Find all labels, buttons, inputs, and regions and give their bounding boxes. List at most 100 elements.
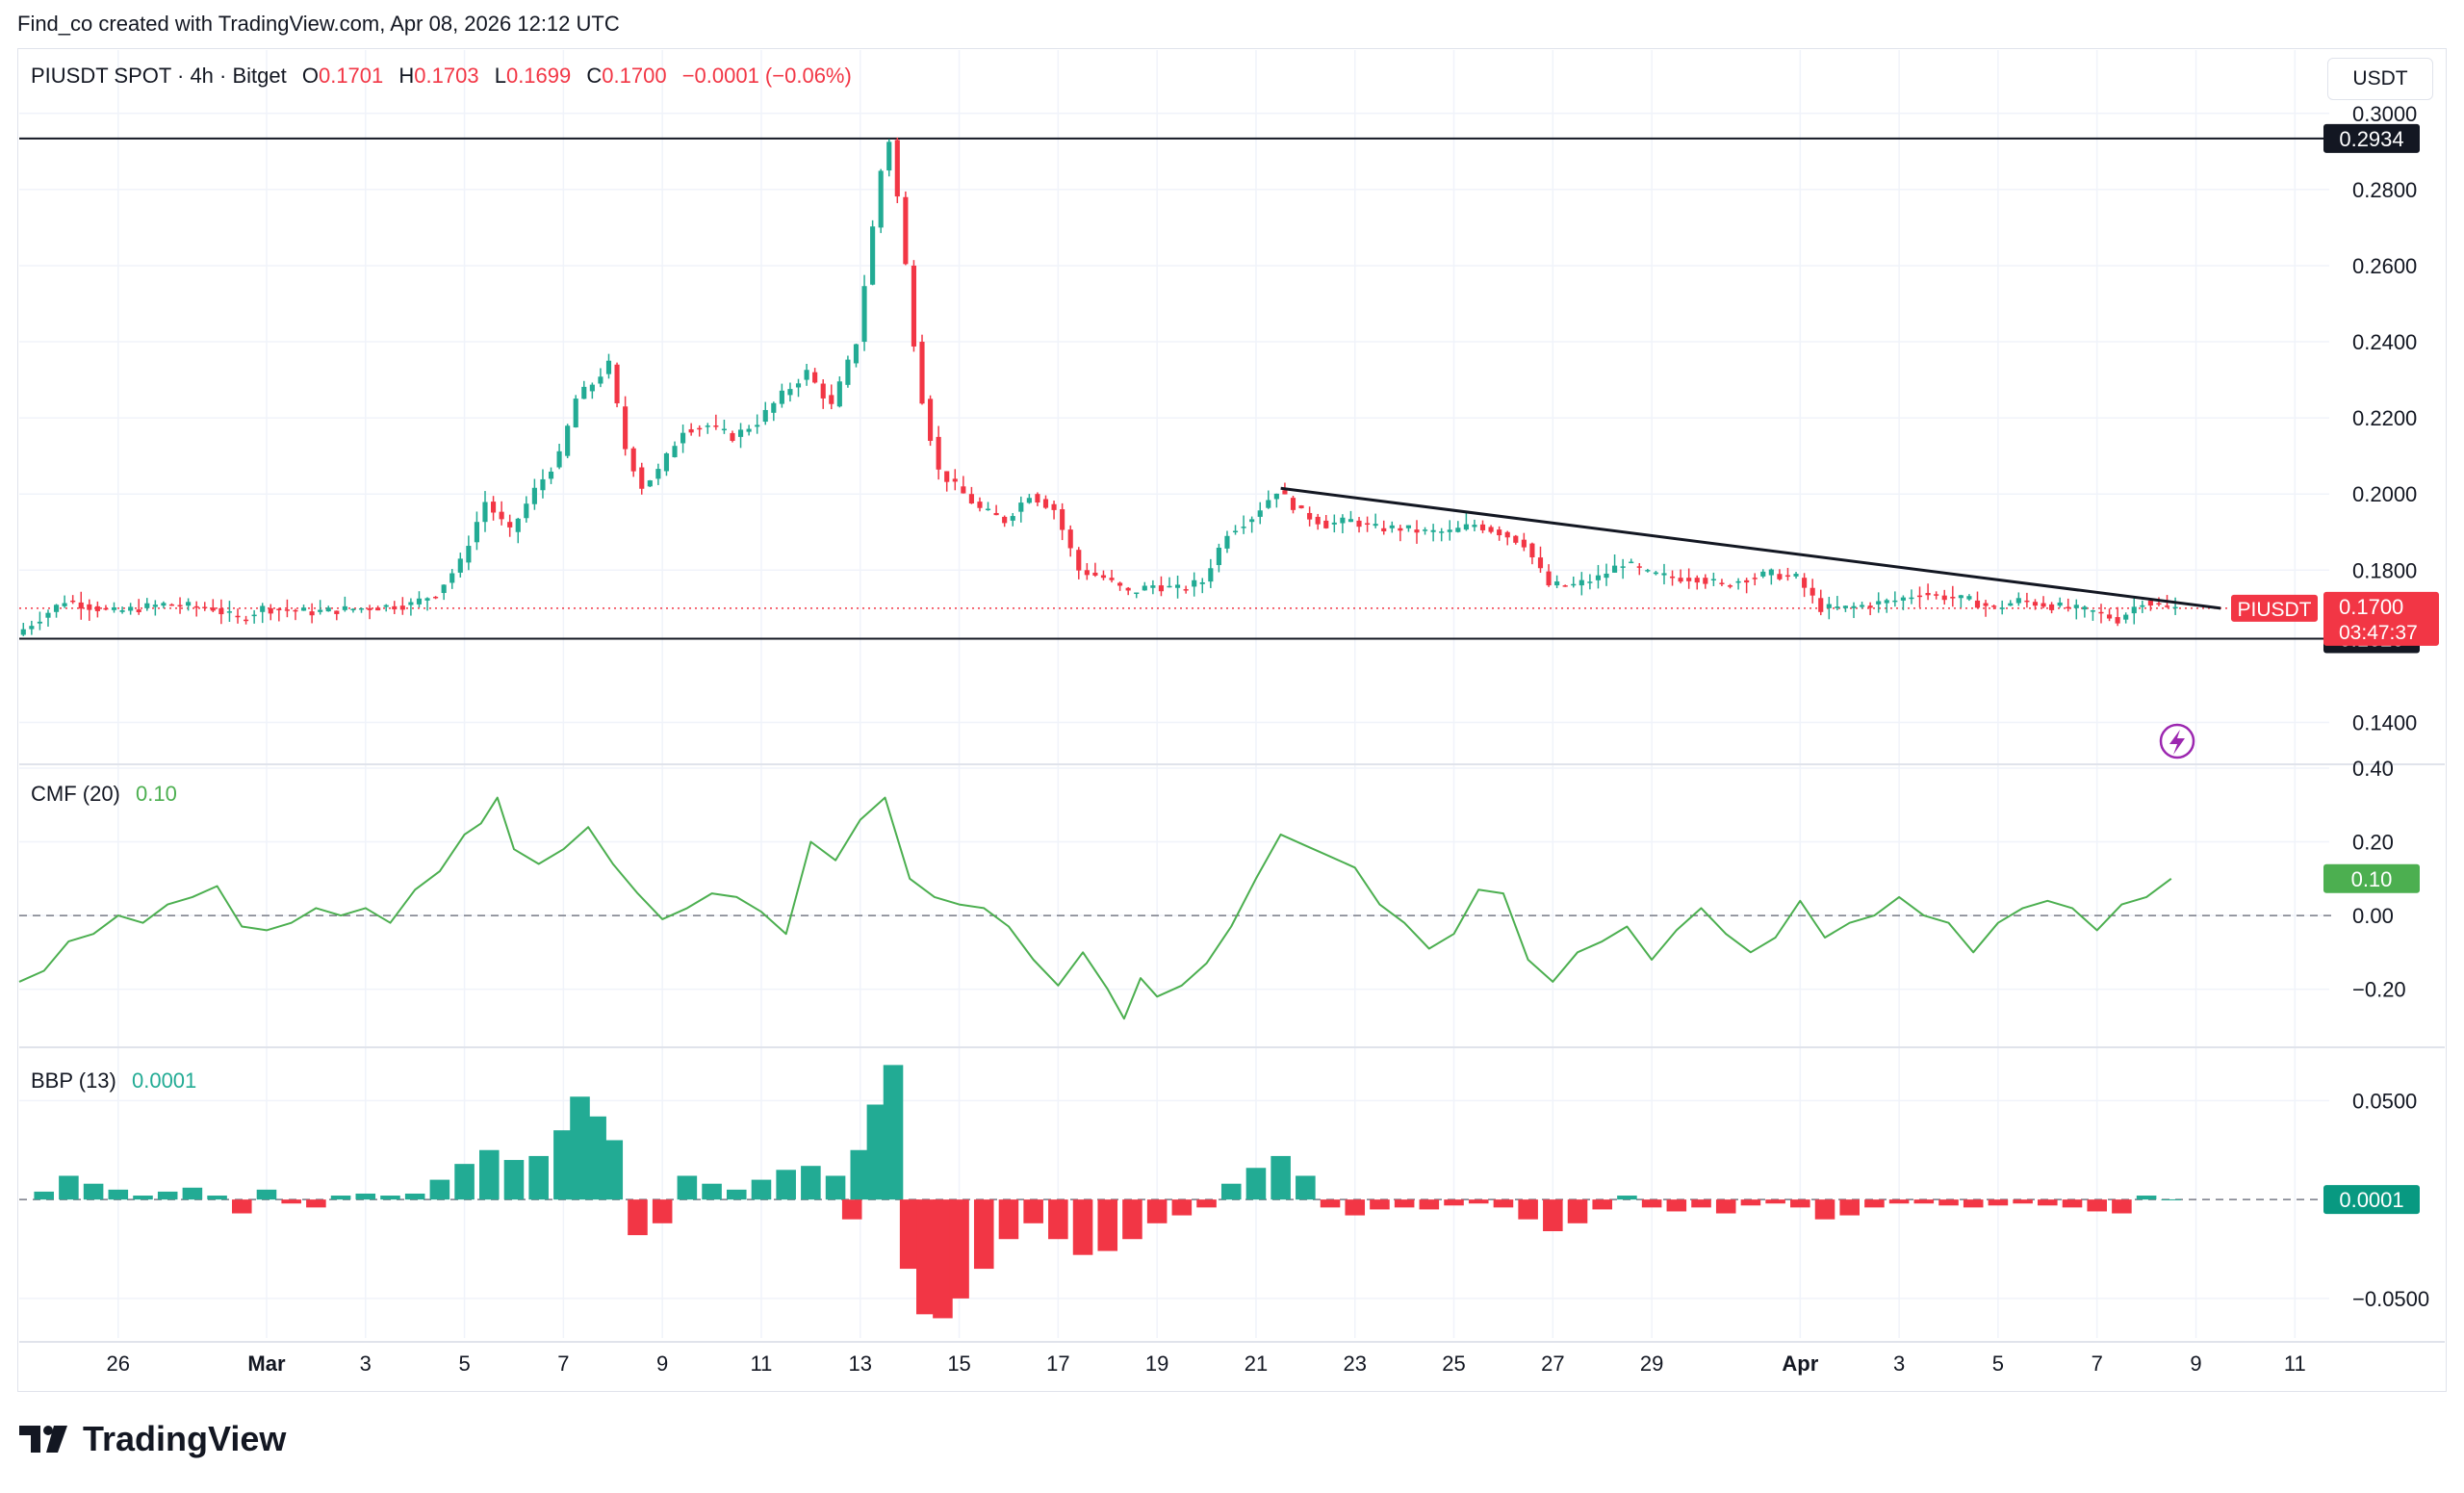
- candle-body: [1167, 585, 1172, 588]
- candle-body: [1842, 605, 1849, 608]
- bbp-label[interactable]: BBP (13): [31, 1068, 116, 1093]
- candle-body: [1497, 529, 1502, 536]
- candle-body: [787, 389, 793, 396]
- candle-body: [1604, 573, 1609, 579]
- bbp-value-tag-label: 0.0001: [2339, 1188, 2403, 1212]
- candle-body: [1076, 550, 1082, 571]
- bbp-bar: [1814, 1199, 1835, 1220]
- y-tick-label: 0.00: [2352, 904, 2394, 928]
- candle-body: [598, 376, 603, 384]
- candle-body: [1472, 525, 1477, 528]
- candle-body: [2049, 604, 2055, 610]
- y-tick-label: 0.3000: [2352, 102, 2417, 126]
- candle-body: [944, 471, 950, 482]
- candle-body: [1035, 494, 1040, 502]
- candle-body: [37, 621, 42, 624]
- x-tick-label: 3: [360, 1351, 372, 1376]
- bbp-bar: [1270, 1155, 1291, 1200]
- candle-body: [1117, 582, 1123, 586]
- tradingview-logo-icon: [19, 1426, 67, 1453]
- x-tick-label: 7: [557, 1351, 569, 1376]
- symbol-tag-label: PIUSDT: [2237, 599, 2311, 621]
- candle-body: [383, 605, 389, 607]
- y-tick-label: 0.0500: [2352, 1089, 2417, 1113]
- bbp-bar: [2038, 1199, 2058, 1206]
- candle-body: [1999, 607, 2005, 609]
- candle-body: [293, 609, 298, 612]
- lightning-icon[interactable]: [2159, 723, 2195, 759]
- candle-body: [218, 607, 224, 615]
- change-value: −0.0001 (−0.06%): [681, 64, 852, 88]
- candle-body: [1365, 523, 1371, 526]
- candle-body: [870, 226, 876, 285]
- candle-body: [952, 478, 958, 482]
- candle-body: [1760, 571, 1766, 577]
- countdown-label: 03:47:37: [2339, 622, 2418, 644]
- candle-body: [1340, 517, 1346, 524]
- candle-body: [1323, 520, 1329, 528]
- trendline: [1280, 486, 2221, 610]
- candle-body: [886, 142, 892, 171]
- candle-body: [1331, 522, 1337, 525]
- candle-body: [1455, 528, 1461, 532]
- symbol-label[interactable]: PIUSDT SPOT · 4h · Bitget: [31, 64, 287, 88]
- candle-body: [581, 386, 587, 399]
- candle-body: [1835, 606, 1840, 608]
- candle-body: [1768, 569, 1774, 576]
- candlestick-series: [20, 137, 2178, 636]
- cmf-label[interactable]: CMF (20): [31, 782, 120, 806]
- candle-body: [1488, 527, 1494, 532]
- candle-body: [1414, 529, 1420, 533]
- candle-body: [375, 607, 381, 611]
- candle-body: [1719, 582, 1725, 584]
- candle-body: [144, 603, 150, 608]
- candle-body: [1290, 498, 1296, 510]
- bbp-bar: [281, 1199, 301, 1204]
- candle-body: [1249, 519, 1255, 523]
- candle-body: [1744, 579, 1750, 583]
- high-value: 0.1703: [414, 64, 479, 88]
- y-tick-label: 0.2800: [2352, 178, 2417, 202]
- y-tick-label: 0.1400: [2352, 710, 2417, 734]
- candle-body: [919, 342, 925, 404]
- candle-body: [1612, 565, 1618, 573]
- candle-body: [1653, 572, 1658, 575]
- y-tick-label: 0.2400: [2352, 330, 2417, 354]
- bbp-bar: [702, 1183, 722, 1200]
- candle-body: [1826, 604, 1832, 608]
- candle-body: [1018, 502, 1024, 512]
- brand[interactable]: TradingView: [19, 1419, 286, 1459]
- candle-body: [1430, 529, 1436, 532]
- currency-button[interactable]: USDT: [2327, 58, 2433, 100]
- candle-body: [2040, 603, 2046, 607]
- bbp-bar: [1641, 1199, 1662, 1208]
- candle-body: [161, 603, 167, 606]
- candle-body: [1067, 529, 1073, 549]
- candle-body: [1125, 587, 1131, 591]
- bbp-bar: [1468, 1199, 1489, 1204]
- x-tick-label: 5: [1992, 1351, 2004, 1376]
- candle-body: [70, 600, 76, 603]
- bbp-bar: [380, 1196, 400, 1200]
- candle-body: [474, 522, 479, 543]
- candle-body: [62, 603, 67, 606]
- candle-body: [1513, 535, 1519, 543]
- candle-body: [1273, 493, 1279, 500]
- x-tick-label: 11: [2284, 1351, 2306, 1376]
- candle-body: [1142, 585, 1147, 591]
- bbp-bar: [652, 1199, 673, 1223]
- candle-body: [1802, 578, 1808, 588]
- candle-body: [556, 450, 562, 468]
- candle-body: [1867, 605, 1873, 608]
- candle-body: [680, 432, 686, 444]
- bbp-bar: [1567, 1199, 1588, 1223]
- candle-body: [367, 607, 372, 610]
- candle-body: [1537, 557, 1544, 569]
- bbp-bar: [553, 1130, 574, 1200]
- grid-lines: [19, 50, 2329, 1338]
- candle-body: [515, 518, 521, 532]
- candle-body: [457, 558, 463, 573]
- x-tick-label: 13: [849, 1351, 872, 1376]
- candle-body: [2073, 605, 2079, 608]
